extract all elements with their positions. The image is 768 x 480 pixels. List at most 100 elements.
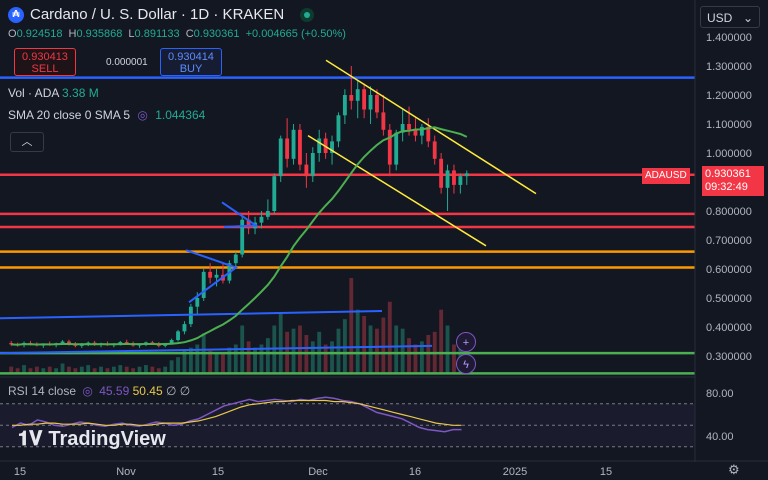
horizontal-levels bbox=[0, 76, 695, 375]
candle-body bbox=[265, 211, 270, 217]
rsi-label: RSI 14 close bbox=[8, 384, 77, 398]
volume-bar bbox=[9, 366, 14, 373]
time-axis: 15 Nov 15 Dec 16 2025 15 bbox=[14, 466, 612, 478]
time-tick-label: 16 bbox=[409, 466, 421, 478]
volume-bar bbox=[439, 309, 444, 373]
volume-bar bbox=[394, 325, 399, 373]
candle-body bbox=[272, 176, 277, 211]
volume-bar bbox=[253, 347, 257, 373]
volume-bar bbox=[400, 328, 405, 373]
volume-label: Vol · ADA bbox=[8, 86, 59, 100]
volume-bar bbox=[99, 366, 103, 373]
price-tick-label: 0.800000 bbox=[706, 206, 752, 218]
close-label: C bbox=[185, 28, 194, 40]
volume-value: 3.38 M bbox=[62, 86, 99, 100]
volume-bar bbox=[41, 368, 46, 373]
candle-body bbox=[368, 95, 373, 110]
sma-settings-icon[interactable]: ◎ bbox=[137, 108, 148, 122]
candle-body bbox=[291, 129, 296, 159]
volume-bar bbox=[336, 328, 341, 373]
volume-bar bbox=[452, 344, 456, 373]
volume-bar bbox=[298, 325, 302, 373]
candle-body bbox=[246, 219, 251, 229]
rsi-tick-label: 80.00 bbox=[706, 388, 734, 400]
rsi-indicator[interactable]: RSI 14 close ◎ 45.59 50.45 ∅ ∅ bbox=[8, 384, 190, 398]
candle-body bbox=[214, 274, 219, 278]
volume-bar bbox=[15, 368, 20, 373]
volume-bar bbox=[208, 350, 213, 373]
volume-indicator[interactable]: Vol · ADA 3.38 M bbox=[8, 86, 99, 100]
candle-body bbox=[375, 95, 379, 113]
candle-body bbox=[201, 271, 206, 298]
candle-body bbox=[259, 216, 264, 223]
volume-bar bbox=[413, 344, 418, 373]
volume-bar bbox=[310, 341, 315, 373]
currency-label: USD bbox=[707, 11, 733, 25]
tradingview-logo[interactable]: 𝟏𝐕 TradingView bbox=[18, 428, 166, 451]
buy-button[interactable]: 0.930414 BUY bbox=[160, 48, 222, 76]
candle-body bbox=[310, 153, 315, 177]
sma-indicator[interactable]: SMA 20 close 0 SMA 5 ◎ 1.044364 bbox=[8, 108, 205, 122]
time-tick-label: 15 bbox=[14, 466, 26, 478]
lightning-button[interactable]: ϟ bbox=[456, 354, 476, 374]
symbol-price-tag: ADAUSD bbox=[642, 168, 690, 184]
volume-bar bbox=[67, 366, 71, 373]
volume-bar bbox=[156, 368, 161, 373]
candle-body bbox=[387, 129, 392, 165]
tradingview-icon: 𝟏𝐕 bbox=[18, 428, 43, 450]
price-tick-label: 0.500000 bbox=[706, 293, 752, 305]
candle-body bbox=[317, 138, 322, 153]
rsi-ma-line bbox=[12, 399, 462, 426]
rsi-value: 45.59 bbox=[99, 384, 130, 398]
sma-20-line bbox=[11, 126, 468, 346]
currency-button[interactable]: USD ⌄ bbox=[700, 6, 760, 28]
rsi-pane: 80.00 40.00 bbox=[0, 388, 734, 448]
candle-body bbox=[330, 141, 334, 153]
rsi-settings-icon[interactable]: ◎ bbox=[82, 384, 93, 398]
sma-value: 1.044364 bbox=[155, 108, 206, 122]
candle-body bbox=[400, 124, 405, 133]
symbol-title-row[interactable]: ₳ Cardano / U. S. Dollar · 1D · KRAKEN bbox=[8, 6, 315, 23]
price-tick-label: 0.700000 bbox=[706, 235, 752, 247]
volume-bar bbox=[407, 338, 411, 373]
volume-bar bbox=[368, 325, 373, 373]
volume-bar bbox=[137, 366, 142, 373]
candle-body bbox=[381, 112, 386, 130]
market-status-icon[interactable] bbox=[300, 7, 315, 22]
alert-add-button[interactable]: + bbox=[456, 332, 476, 352]
candle-body bbox=[432, 141, 437, 159]
candle-body bbox=[67, 341, 71, 345]
volume-bar bbox=[195, 344, 200, 373]
volume-bar bbox=[419, 341, 424, 373]
gear-icon[interactable]: ⚙ bbox=[728, 462, 740, 477]
candle-body bbox=[9, 342, 14, 345]
current-price-tag: 0.930361 09:32:49 bbox=[702, 166, 764, 196]
candle-body bbox=[394, 132, 399, 165]
blue-triangle-upper bbox=[221, 201, 260, 228]
volume-bar bbox=[233, 344, 238, 373]
symbol-title[interactable]: Cardano / U. S. Dollar · 1D · KRAKEN bbox=[30, 6, 285, 23]
volume-bar bbox=[111, 366, 116, 373]
volume-bar bbox=[387, 301, 392, 373]
price-tick-label: 1.200000 bbox=[706, 90, 752, 102]
bar-countdown: 09:32:49 bbox=[705, 181, 748, 193]
price-tick-label: 0.400000 bbox=[706, 322, 752, 334]
candle-body bbox=[195, 298, 200, 307]
volume-bar bbox=[144, 365, 148, 373]
collapse-indicators-button[interactable]: ︿ bbox=[10, 132, 44, 152]
blue-trendline-lower bbox=[0, 344, 433, 355]
candle-body bbox=[426, 126, 431, 142]
rsi-tick-label: 40.00 bbox=[706, 431, 734, 443]
sell-button[interactable]: 0.930413 SELL bbox=[14, 48, 76, 76]
low-label: L bbox=[128, 28, 135, 40]
yellow-channel-lower bbox=[307, 134, 487, 247]
price-tick-label: 0.600000 bbox=[706, 264, 752, 276]
current-price: 0.930361 bbox=[705, 168, 751, 180]
candle-body bbox=[176, 331, 180, 341]
volume-bar bbox=[349, 278, 354, 373]
sma-label: SMA 20 close 0 SMA 5 bbox=[8, 108, 131, 122]
plus-icon: + bbox=[462, 337, 470, 349]
price-tick-label: 0.300000 bbox=[706, 351, 752, 363]
volume-bar bbox=[323, 344, 328, 373]
